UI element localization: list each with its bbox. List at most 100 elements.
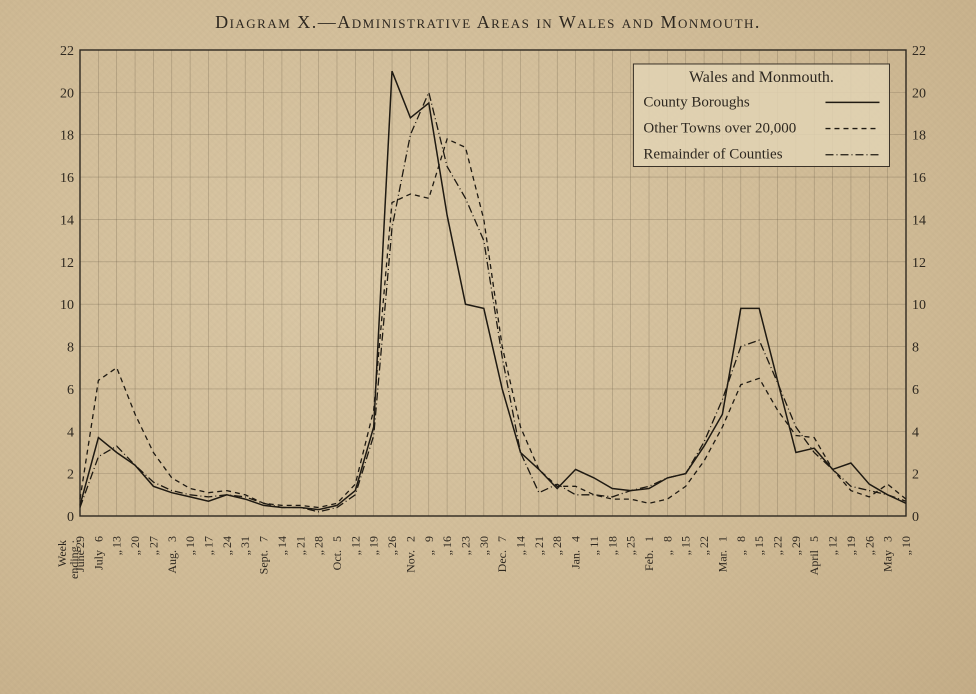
x-tick-month: Aug. xyxy=(165,550,179,574)
x-tick-day: 18 xyxy=(605,536,619,548)
y-tick-left: 14 xyxy=(60,213,74,228)
x-tick-day: 15 xyxy=(679,536,693,548)
x-tick-month: „ xyxy=(660,550,674,555)
x-tick-month: „ xyxy=(128,550,142,555)
y-tick-right: 0 xyxy=(912,510,919,525)
x-axis-label-2: ending : xyxy=(67,540,81,579)
y-tick-right: 20 xyxy=(912,86,926,101)
x-tick-month: „ xyxy=(899,550,913,555)
x-tick-month: „ xyxy=(477,550,491,555)
x-tick-month: „ xyxy=(789,550,803,555)
x-tick-day: 6 xyxy=(91,536,105,542)
x-tick-day: 26 xyxy=(862,536,876,548)
x-tick-month: Jan. xyxy=(569,550,583,569)
x-tick-day: 27 xyxy=(146,536,160,548)
x-tick-day: 7 xyxy=(495,536,509,542)
x-tick-month: „ xyxy=(587,550,601,555)
x-tick-day: 7 xyxy=(257,536,271,542)
x-tick-month: „ xyxy=(734,550,748,555)
x-tick-day: 2 xyxy=(403,536,417,542)
x-tick-month: July xyxy=(91,550,105,570)
x-tick-day: 21 xyxy=(293,536,307,548)
x-tick-month: Dec. xyxy=(495,550,509,572)
y-tick-left: 8 xyxy=(67,341,74,356)
x-tick-month: „ xyxy=(752,550,766,555)
x-tick-day: 22 xyxy=(697,536,711,548)
x-tick-day: 1 xyxy=(642,536,656,542)
x-tick-month: „ xyxy=(238,550,252,555)
x-tick-day: 13 xyxy=(110,536,124,548)
x-tick-month: „ xyxy=(532,550,546,555)
x-tick-month: „ xyxy=(312,550,326,555)
y-tick-right: 4 xyxy=(912,425,919,440)
title-text: Diagram X.—Administrative Areas in Wales… xyxy=(215,12,761,32)
y-tick-right: 2 xyxy=(912,468,919,483)
x-tick-day: 31 xyxy=(238,536,252,548)
y-tick-right: 6 xyxy=(912,383,919,398)
x-axis-labels: 29June6July13„20„27„3Aug.10„17„24„31„7Se… xyxy=(73,536,913,575)
x-tick-day: 15 xyxy=(752,536,766,548)
x-tick-month: „ xyxy=(146,550,160,555)
x-tick-day: 16 xyxy=(440,536,454,548)
x-tick-day: 20 xyxy=(128,536,142,548)
x-tick-month: „ xyxy=(514,550,528,555)
legend-item-label: County Boroughs xyxy=(643,94,749,110)
x-tick-month: Feb. xyxy=(642,550,656,571)
x-tick-month: „ xyxy=(110,550,124,555)
x-tick-month: „ xyxy=(862,550,876,555)
legend-item-label: Other Towns over 20,000 xyxy=(643,121,796,137)
x-tick-day: 19 xyxy=(367,536,381,548)
x-tick-month: April xyxy=(807,549,821,575)
chart-svg: 0022446688101012121414161618182020222229… xyxy=(54,46,932,602)
x-tick-month: „ xyxy=(422,550,436,555)
y-tick-left: 2 xyxy=(67,468,74,483)
x-tick-month: Sept. xyxy=(257,550,271,574)
y-tick-left: 6 xyxy=(67,383,74,398)
y-tick-left: 16 xyxy=(60,171,74,186)
x-tick-day: 12 xyxy=(826,536,840,548)
series-other-towns xyxy=(80,139,906,508)
legend-item-label: Remainder of Counties xyxy=(643,147,782,163)
y-tick-left: 18 xyxy=(60,129,74,144)
x-tick-day: 29 xyxy=(789,536,803,548)
y-tick-right: 22 xyxy=(912,46,926,59)
y-tick-right: 16 xyxy=(912,171,926,186)
x-tick-month: „ xyxy=(844,550,858,555)
x-tick-day: 17 xyxy=(201,536,215,548)
x-tick-day: 5 xyxy=(807,536,821,542)
x-tick-day: 30 xyxy=(477,536,491,548)
x-tick-day: 24 xyxy=(220,536,234,548)
x-tick-day: 11 xyxy=(587,536,601,548)
y-tick-left: 12 xyxy=(60,256,74,271)
x-tick-day: 14 xyxy=(514,536,528,548)
x-tick-month: May xyxy=(881,550,895,572)
x-tick-month: „ xyxy=(348,550,362,555)
y-tick-right: 18 xyxy=(912,129,926,144)
x-tick-day: 9 xyxy=(422,536,436,542)
x-tick-month: „ xyxy=(605,550,619,555)
chart-title: Diagram X.—Administrative Areas in Wales… xyxy=(0,12,976,33)
x-tick-day: 10 xyxy=(899,536,913,548)
x-tick-month: Oct. xyxy=(330,550,344,570)
x-tick-month: „ xyxy=(275,550,289,555)
legend-title: Wales and Monmouth. xyxy=(689,69,834,86)
x-tick-day: 28 xyxy=(550,536,564,548)
x-tick-day: 8 xyxy=(660,536,674,542)
y-tick-left: 4 xyxy=(67,425,74,440)
x-tick-day: 23 xyxy=(458,536,472,548)
x-tick-day: 22 xyxy=(771,536,785,548)
x-tick-month: „ xyxy=(679,550,693,555)
x-tick-day: 5 xyxy=(330,536,344,542)
x-tick-day: 25 xyxy=(624,536,638,548)
x-tick-day: 21 xyxy=(532,536,546,548)
x-tick-month: „ xyxy=(220,550,234,555)
x-tick-day: 26 xyxy=(385,536,399,548)
y-tick-left: 0 xyxy=(67,510,74,525)
x-tick-month: „ xyxy=(697,550,711,555)
legend: Wales and Monmouth. County Boroughs Other … xyxy=(633,64,889,167)
x-tick-day: 12 xyxy=(348,536,362,548)
y-tick-right: 8 xyxy=(912,341,919,356)
x-tick-month: Mar. xyxy=(715,550,729,572)
x-tick-day: 3 xyxy=(881,536,895,542)
y-tick-right: 14 xyxy=(912,213,926,228)
